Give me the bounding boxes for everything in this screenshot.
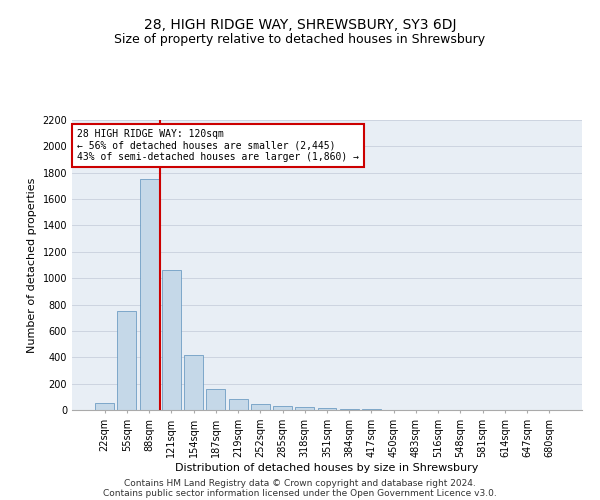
Bar: [184, 354, 203, 410]
X-axis label: Distribution of detached houses by size in Shrewsbury: Distribution of detached houses by size …: [175, 462, 479, 472]
Text: 28 HIGH RIDGE WAY: 120sqm
← 56% of detached houses are smaller (2,445)
43% of se: 28 HIGH RIDGE WAY: 120sqm ← 56% of detac…: [77, 128, 359, 162]
Y-axis label: Number of detached properties: Number of detached properties: [27, 178, 37, 352]
Bar: [295, 406, 314, 410]
Bar: [118, 311, 136, 410]
Bar: [162, 270, 181, 410]
Bar: [229, 400, 248, 410]
Bar: [95, 404, 114, 410]
Text: Contains public sector information licensed under the Open Government Licence v3: Contains public sector information licen…: [103, 488, 497, 498]
Bar: [140, 180, 158, 410]
Text: Size of property relative to detached houses in Shrewsbury: Size of property relative to detached ho…: [115, 32, 485, 46]
Bar: [251, 404, 270, 410]
Text: Contains HM Land Registry data © Crown copyright and database right 2024.: Contains HM Land Registry data © Crown c…: [124, 478, 476, 488]
Bar: [317, 408, 337, 410]
Bar: [273, 406, 292, 410]
Text: 28, HIGH RIDGE WAY, SHREWSBURY, SY3 6DJ: 28, HIGH RIDGE WAY, SHREWSBURY, SY3 6DJ: [144, 18, 456, 32]
Bar: [206, 389, 225, 410]
